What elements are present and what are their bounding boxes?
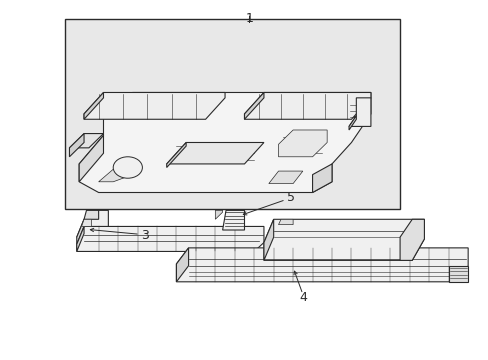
Polygon shape	[166, 143, 264, 164]
Bar	[64, 19, 399, 208]
Text: 3: 3	[141, 229, 148, 242]
Polygon shape	[268, 171, 302, 184]
Polygon shape	[84, 210, 99, 219]
Polygon shape	[81, 219, 91, 226]
Polygon shape	[69, 134, 84, 157]
Polygon shape	[77, 226, 264, 251]
Polygon shape	[244, 93, 264, 119]
Text: 2: 2	[352, 116, 360, 129]
Polygon shape	[84, 93, 224, 119]
Polygon shape	[77, 226, 84, 251]
Polygon shape	[215, 210, 222, 219]
Polygon shape	[99, 169, 132, 182]
Polygon shape	[77, 219, 84, 244]
Polygon shape	[244, 93, 370, 119]
Polygon shape	[79, 93, 370, 193]
Polygon shape	[166, 143, 186, 167]
Polygon shape	[348, 98, 370, 126]
Text: 1: 1	[245, 12, 253, 25]
Polygon shape	[264, 219, 273, 260]
Text: 5: 5	[286, 192, 294, 204]
Polygon shape	[69, 134, 103, 148]
Polygon shape	[264, 219, 424, 260]
Polygon shape	[222, 210, 244, 230]
Polygon shape	[176, 248, 188, 282]
Polygon shape	[278, 130, 326, 157]
Polygon shape	[79, 135, 103, 182]
Text: 4: 4	[298, 291, 306, 305]
Circle shape	[113, 157, 142, 178]
Polygon shape	[399, 219, 424, 260]
Polygon shape	[278, 219, 292, 225]
Polygon shape	[312, 164, 331, 193]
Polygon shape	[448, 266, 467, 282]
Polygon shape	[77, 210, 108, 237]
Polygon shape	[176, 248, 467, 282]
Polygon shape	[348, 116, 356, 130]
Polygon shape	[84, 93, 103, 119]
